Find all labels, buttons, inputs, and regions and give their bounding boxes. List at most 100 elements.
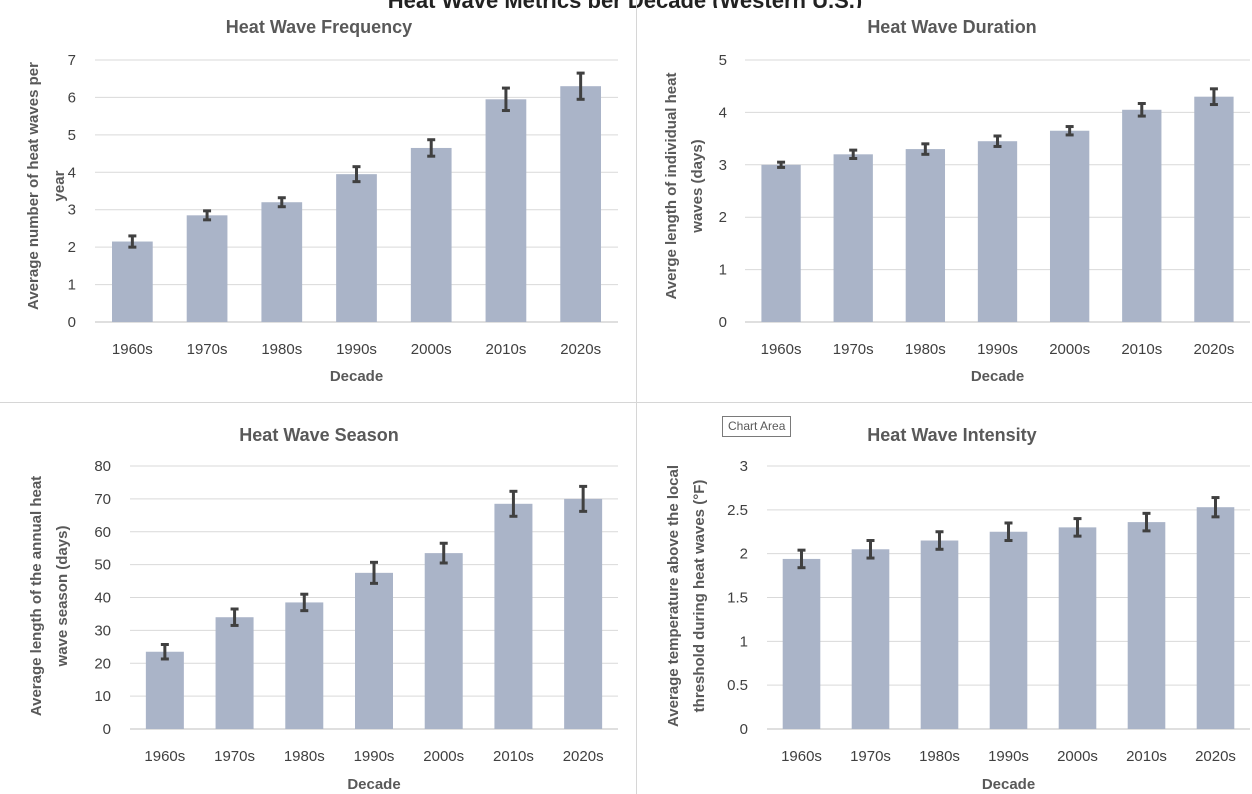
bar-duration-1990s[interactable] xyxy=(977,141,1018,322)
bar-frequency-1990s[interactable] xyxy=(336,174,377,322)
x-tick-label-duration-2020s: 2020s xyxy=(1193,341,1234,358)
y-tick-label-duration-0: 0 xyxy=(719,314,727,331)
error-bar-duration-1960s xyxy=(777,160,786,169)
y-tick-label-season-5: 50 xyxy=(94,557,111,574)
x-axis-label-intensity: Decade xyxy=(982,776,1035,793)
bar-duration-1960s[interactable] xyxy=(761,164,801,322)
y-tick-label-duration-2: 2 xyxy=(719,209,727,226)
error-bar-frequency-2000s xyxy=(427,138,436,158)
x-tick-label-season-2010s: 2010s xyxy=(493,748,534,765)
bar-season-1990s[interactable] xyxy=(355,572,393,729)
chart-svg-season: 0 10 20 30 40 50 60 70 80 1960s 1970s 1980s 1990s 200… xyxy=(28,425,618,793)
y-tick-label-frequency-6: 6 xyxy=(68,89,76,106)
y-tick-label-frequency-0: 0 xyxy=(68,314,76,331)
bar-intensity-1990s[interactable] xyxy=(989,531,1028,729)
y-tick-label-intensity-6: 3 xyxy=(740,458,748,475)
error-bar-season-2010s xyxy=(509,489,518,518)
x-tick-label-intensity-1960s: 1960s xyxy=(781,748,822,765)
y-tick-label-season-7: 70 xyxy=(94,491,111,508)
bar-frequency-2000s[interactable] xyxy=(410,147,452,322)
bar-intensity-2010s[interactable] xyxy=(1127,522,1166,729)
report-title-cutoff: Heat Wave Metrics per Decade (Western U.… xyxy=(300,0,950,8)
chart-heat-wave-frequency[interactable]: 0 1 2 3 4 5 6 7 1960s 1970s 1980s 1990s 2000s 2010s 20… xyxy=(0,0,636,402)
y-tick-label-intensity-5: 2.5 xyxy=(727,502,748,519)
bar-intensity-2000s[interactable] xyxy=(1058,527,1097,729)
x-tick-label-frequency-1980s: 1980s xyxy=(261,341,302,358)
bar-season-2020s[interactable] xyxy=(564,498,603,729)
x-tick-label-duration-2000s: 2000s xyxy=(1049,341,1090,358)
y-tick-label-season-8: 80 xyxy=(94,458,111,475)
x-tick-label-frequency-2010s: 2010s xyxy=(485,341,526,358)
error-bar-season-1960s xyxy=(160,643,169,661)
chart-svg-intensity: 0 0.5 1 1.5 2 2.5 3 1960s 1970s 1980s 1990s 2000s 20… xyxy=(665,425,1250,793)
y-tick-label-frequency-7: 7 xyxy=(68,52,76,69)
bar-season-1980s[interactable] xyxy=(285,602,324,729)
bar-intensity-1980s[interactable] xyxy=(920,540,959,729)
y-tick-label-duration-4: 4 xyxy=(719,104,727,121)
chart-area-tooltip: Chart Area xyxy=(722,416,792,437)
error-bar-duration-2020s xyxy=(1209,87,1218,107)
bar-frequency-1980s[interactable] xyxy=(261,202,303,322)
y-tick-label-intensity-3: 1.5 xyxy=(727,590,748,607)
x-tick-label-duration-2010s: 2010s xyxy=(1121,341,1162,358)
bar-season-1970s[interactable] xyxy=(215,617,254,729)
bar-season-1960s[interactable] xyxy=(145,651,184,729)
bar-season-2000s[interactable] xyxy=(424,553,463,729)
bar-intensity-1970s[interactable] xyxy=(851,549,890,729)
bar-duration-2020s[interactable] xyxy=(1194,96,1234,323)
error-bar-frequency-2020s xyxy=(576,71,585,101)
error-bar-duration-1980s xyxy=(921,142,930,156)
y-tick-label-duration-1: 1 xyxy=(719,262,727,279)
chart-heat-wave-duration[interactable]: 0 1 2 3 4 5 1960s 1970s 1980s 1990s 2000s 2010s 2020… xyxy=(637,0,1252,402)
x-tick-label-duration-1990s: 1990s xyxy=(977,341,1018,358)
x-tick-label-season-1990s: 1990s xyxy=(354,748,395,765)
x-tick-label-intensity-1990s: 1990s xyxy=(988,748,1029,765)
error-bar-season-1990s xyxy=(370,560,378,585)
error-bar-frequency-2010s xyxy=(501,86,510,113)
bar-duration-2010s[interactable] xyxy=(1122,109,1162,322)
y-tick-label-season-0: 0 xyxy=(103,721,111,738)
chart-title-duration: Heat Wave Duration xyxy=(867,17,1036,37)
x-tick-label-intensity-1980s: 1980s xyxy=(919,748,960,765)
error-bar-season-2020s xyxy=(579,484,588,513)
y-tick-label-frequency-5: 5 xyxy=(68,127,76,144)
y-tick-label-frequency-4: 4 xyxy=(68,164,76,181)
y-axis-label-duration-line-1: Averge length of individual heat xyxy=(663,73,680,300)
y-tick-label-frequency-1: 1 xyxy=(68,277,76,294)
error-bar-season-1980s xyxy=(300,592,309,613)
bar-frequency-1970s[interactable] xyxy=(186,215,228,322)
chart-svg-frequency: 0 1 2 3 4 5 6 7 1960s 1970s 1980s 1990s 2000s 2010s 20… xyxy=(25,17,618,385)
bar-duration-2000s[interactable] xyxy=(1049,130,1090,322)
chart-title-frequency: Heat Wave Frequency xyxy=(226,17,412,37)
chart-svg-duration: 0 1 2 3 4 5 1960s 1970s 1980s 1990s 2000s 2010s 2020… xyxy=(663,17,1250,385)
x-tick-label-duration-1960s: 1960s xyxy=(761,341,802,358)
bar-frequency-1960s[interactable] xyxy=(111,241,153,322)
chart-heat-wave-intensity[interactable]: 0 0.5 1 1.5 2 2.5 3 1960s 1970s 1980s 1990s 2000s 20… xyxy=(637,403,1252,794)
bar-duration-1970s[interactable] xyxy=(833,154,873,322)
error-bar-duration-2000s xyxy=(1065,125,1074,137)
error-bar-intensity-1970s xyxy=(866,539,875,560)
y-axis-label-season-line-2: wave season (days) xyxy=(54,526,71,668)
y-axis-label-frequency-line-2: year xyxy=(51,170,68,201)
bar-frequency-2020s[interactable] xyxy=(560,86,602,322)
bar-frequency-2010s[interactable] xyxy=(485,99,527,322)
bar-intensity-1960s[interactable] xyxy=(782,558,821,729)
error-bar-duration-1990s xyxy=(993,134,1002,148)
chart-heat-wave-season[interactable]: 0 10 20 30 40 50 60 70 80 1960s 1970s 1980s 1990s 200… xyxy=(0,403,636,794)
bar-duration-1980s[interactable] xyxy=(905,149,946,322)
y-tick-label-season-6: 60 xyxy=(94,524,111,541)
x-tick-label-season-1960s: 1960s xyxy=(144,748,185,765)
y-tick-label-duration-5: 5 xyxy=(719,52,727,69)
x-tick-label-season-1980s: 1980s xyxy=(284,748,325,765)
bar-intensity-2020s[interactable] xyxy=(1196,507,1235,729)
y-tick-label-season-1: 10 xyxy=(94,688,111,705)
error-bar-duration-2010s xyxy=(1137,101,1146,118)
error-bar-frequency-1980s xyxy=(277,196,286,209)
y-tick-label-intensity-1: 0.5 xyxy=(727,677,748,694)
x-tick-label-frequency-1970s: 1970s xyxy=(187,341,228,358)
error-bar-season-2000s xyxy=(439,541,448,565)
error-bar-intensity-1960s xyxy=(797,548,806,570)
bar-season-2010s[interactable] xyxy=(494,503,533,729)
y-tick-label-intensity-2: 1 xyxy=(740,633,748,650)
x-tick-label-frequency-2020s: 2020s xyxy=(560,341,601,358)
